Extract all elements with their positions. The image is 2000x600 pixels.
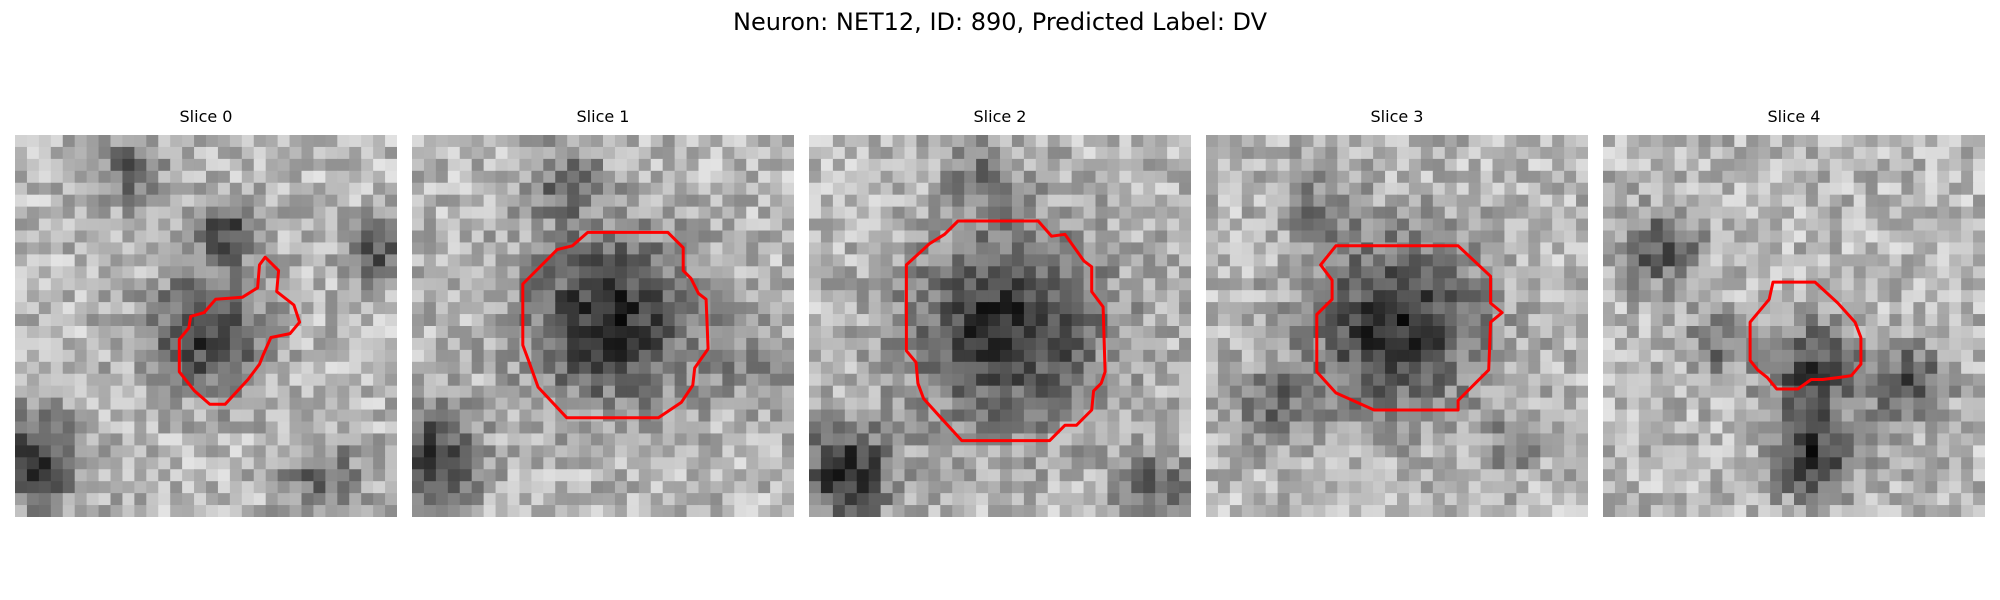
figure-title: Neuron: NET12, ID: 890, Predicted Label:…: [732, 8, 1268, 36]
slice-title: Slice 2: [973, 107, 1027, 126]
roi-contour: [904, 219, 1107, 443]
grayscale-pixels: [809, 135, 1191, 517]
grayscale-pixels: [1603, 135, 1985, 517]
roi-contour: [521, 230, 710, 420]
slice-image: [15, 135, 397, 517]
slice-image: [809, 135, 1191, 517]
roi-contour: [177, 255, 302, 406]
grayscale-pixels: [412, 135, 794, 517]
slice-image: [1603, 135, 1985, 517]
slice-title: Slice 1: [576, 107, 630, 126]
grayscale-pixels: [15, 135, 397, 517]
slice-title: Slice 0: [179, 107, 233, 126]
slice-image: [1206, 135, 1588, 517]
slice-title: Slice 4: [1767, 107, 1821, 126]
slice-image: [412, 135, 794, 517]
grayscale-pixels: [1206, 135, 1588, 517]
roi-contour: [1315, 244, 1504, 412]
slice-title: Slice 3: [1370, 107, 1424, 126]
roi-contour: [1748, 280, 1863, 391]
